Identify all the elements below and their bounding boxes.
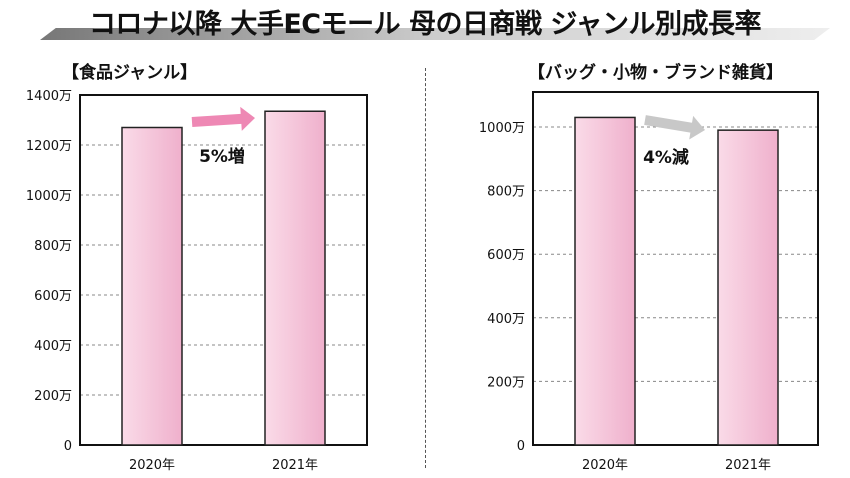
bar-2020年	[574, 116, 636, 446]
chart-title-bags: 【バッグ・小物・ブランド雑貨】	[528, 63, 783, 83]
y-tick-label: 800万	[34, 239, 72, 254]
x-tick-label: 2021年	[272, 458, 318, 473]
y-tick-label: 0	[64, 439, 72, 454]
divider	[425, 68, 426, 468]
x-tick-label: 2020年	[129, 458, 175, 473]
bar-2021年	[717, 129, 779, 446]
y-tick-label: 400万	[34, 339, 72, 354]
change-annotation: 4%減	[643, 147, 689, 168]
y-tick-label: 1400万	[26, 89, 72, 104]
change-annotation: 5%増	[199, 146, 245, 167]
x-tick-label: 2021年	[725, 458, 771, 473]
y-tick-label: 400万	[487, 312, 525, 327]
y-tick-label: 600万	[34, 289, 72, 304]
x-tick-label: 2020年	[582, 458, 628, 473]
page-title: コロナ以降 大手ECモール 母の日商戦 ジャンル別成長率	[88, 9, 762, 40]
bar-2020年	[121, 126, 183, 446]
title-underline	[40, 28, 830, 40]
plot-frame	[532, 91, 819, 446]
chart-title-food: 【食品ジャンル】	[62, 63, 198, 83]
y-tick-label: 600万	[487, 248, 525, 263]
y-tick-label: 1000万	[26, 189, 72, 204]
y-tick-label: 200万	[34, 389, 72, 404]
y-tick-label: 1000万	[479, 121, 525, 136]
trend-arrow-icon	[191, 106, 256, 131]
bar-2021年	[264, 110, 326, 446]
trend-arrow-icon	[644, 115, 705, 140]
plot-frame	[79, 94, 368, 446]
y-tick-label: 800万	[487, 185, 525, 200]
y-tick-label: 0	[517, 439, 525, 454]
y-tick-label: 200万	[487, 375, 525, 390]
y-tick-label: 1200万	[26, 139, 72, 154]
